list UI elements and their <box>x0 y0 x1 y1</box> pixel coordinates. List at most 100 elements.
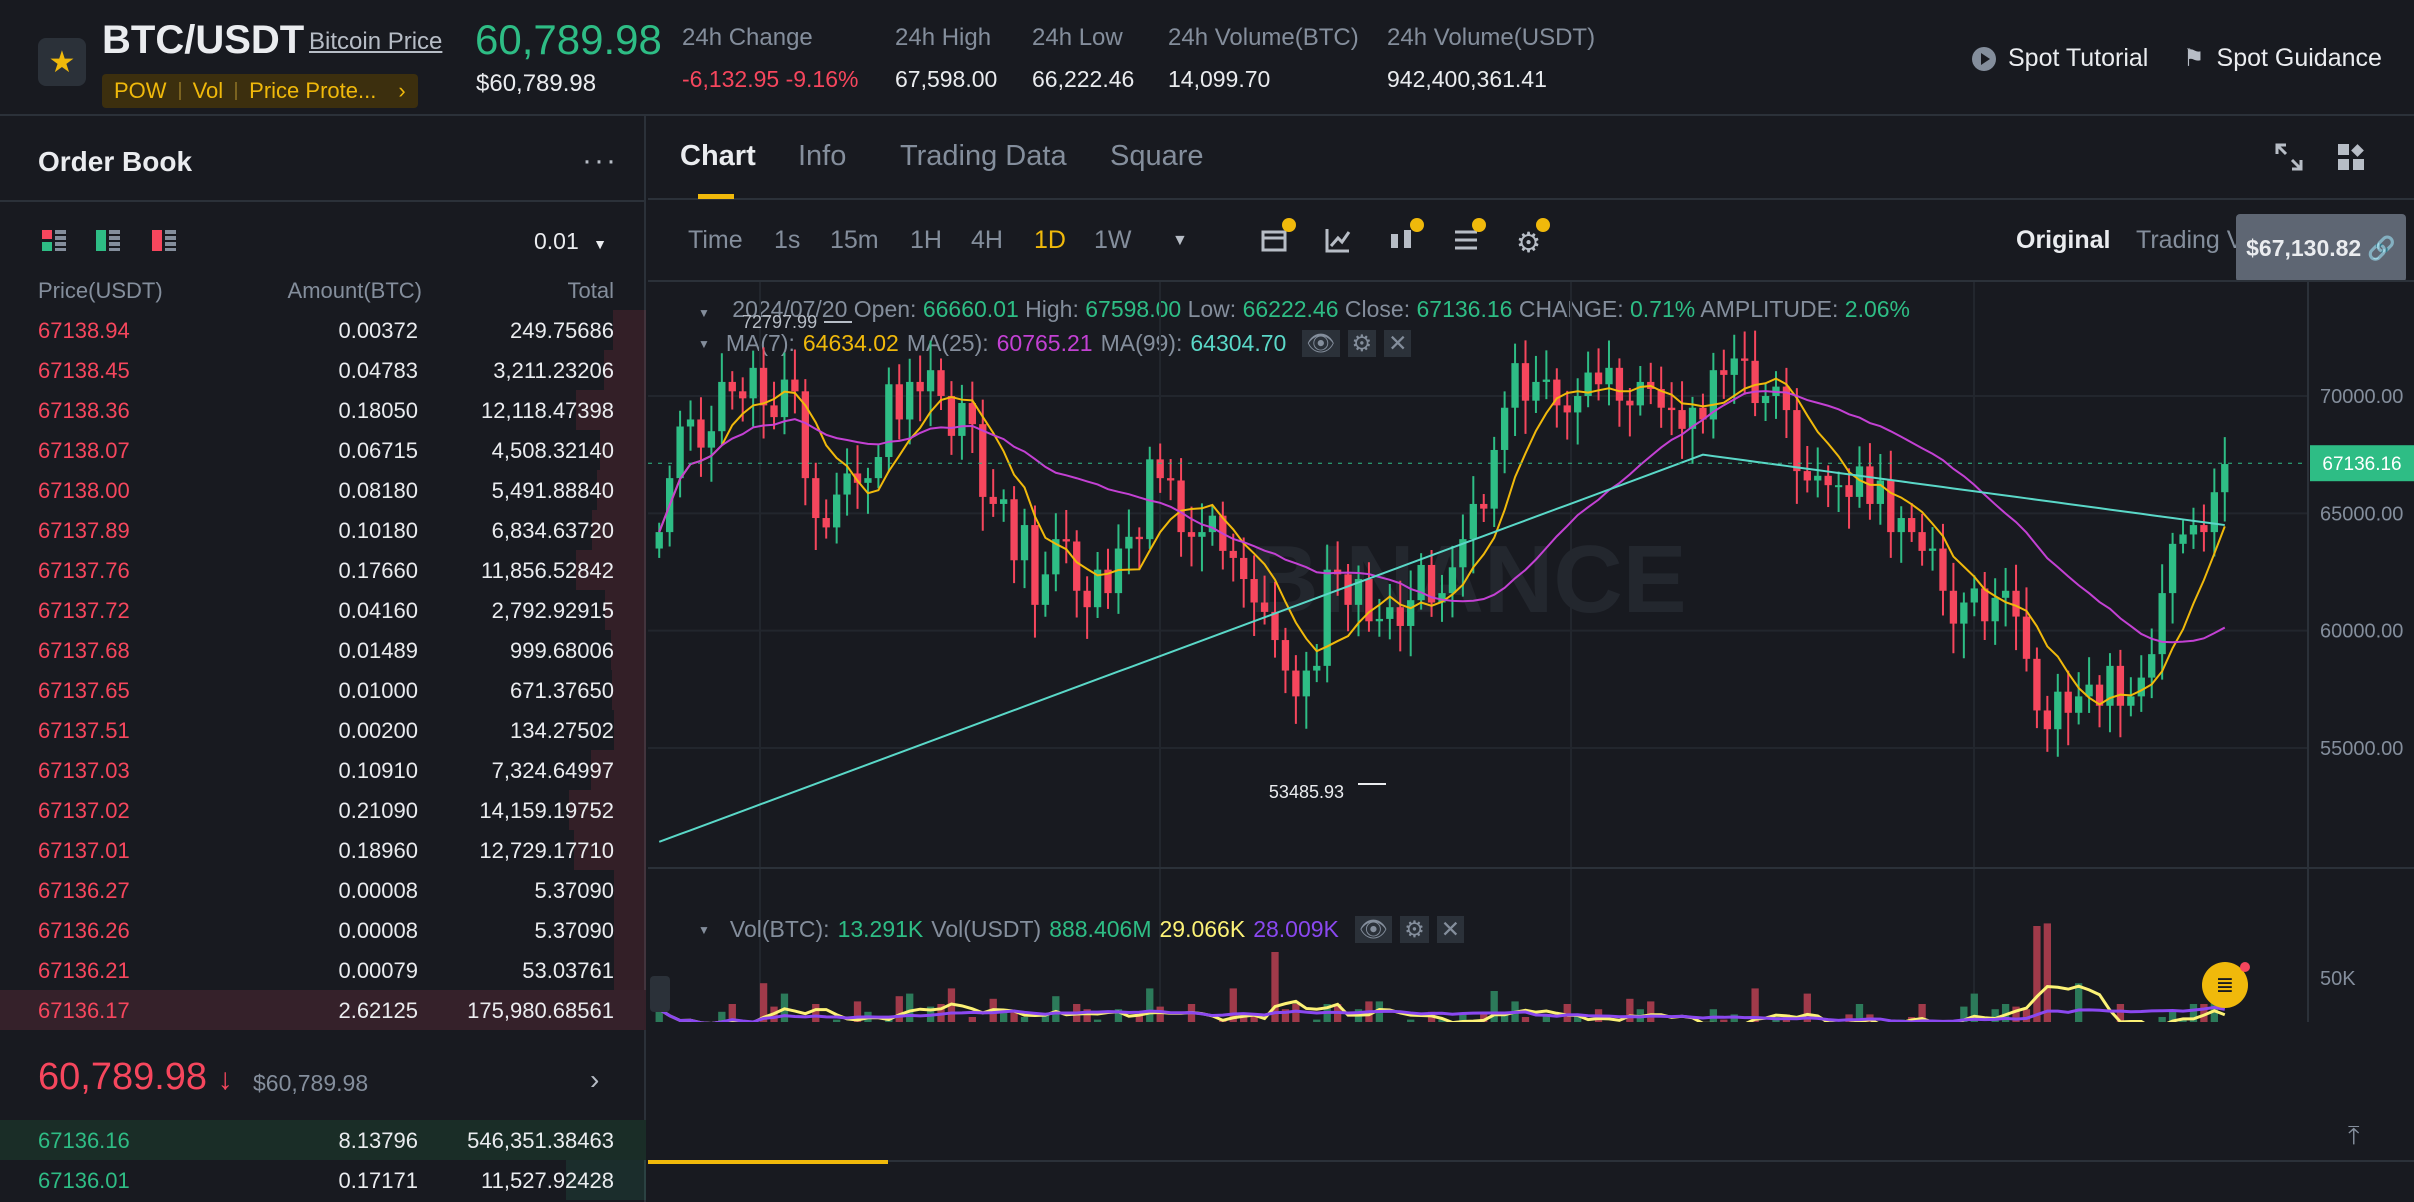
ask-row[interactable]: 67137.72 0.04160 2,792.92915 <box>38 590 646 630</box>
volume-bar <box>1146 988 1154 1022</box>
ask-row[interactable]: 67137.68 0.01489 999.68006 <box>38 630 646 670</box>
eye-icon[interactable]: 👁 <box>1302 330 1340 357</box>
candle-body <box>2085 684 2093 697</box>
tag-vol[interactable]: Vol <box>192 78 224 103</box>
candle-body <box>1939 548 1947 591</box>
interval-1w[interactable]: 1W <box>1094 226 1132 254</box>
ask-row[interactable]: 67136.26 0.00008 5.37090 <box>38 910 646 950</box>
collapse-caret-icon[interactable]: ▼ <box>698 336 710 351</box>
book-mode-bids-icon[interactable] <box>96 230 120 257</box>
candle-body <box>1730 358 1738 375</box>
gear-icon[interactable]: ⚙ <box>1400 916 1429 943</box>
tag-pow[interactable]: POW <box>114 78 167 103</box>
depth-bar <box>0 990 646 1030</box>
candle-body <box>1313 665 1321 671</box>
interval-time[interactable]: Time <box>688 226 743 254</box>
interval-4h[interactable]: 4H <box>971 226 1003 254</box>
spot-tutorial-link[interactable]: Spot Tutorial <box>1972 44 2148 73</box>
candle-body <box>1981 588 1989 622</box>
ask-amount: 0.18960 <box>338 838 418 863</box>
candle-body <box>1041 574 1050 605</box>
gear-icon[interactable]: ⚙ <box>1347 330 1377 357</box>
vol-ma2-value: 28.009K <box>1253 916 1339 942</box>
ask-row[interactable]: 67137.03 0.10910 7,324.64997 <box>38 750 646 790</box>
ask-amount: 0.01000 <box>338 678 418 703</box>
candle-body <box>1761 396 1770 404</box>
candle-body <box>937 370 945 396</box>
collapse-caret-icon[interactable]: ▼ <box>698 922 710 937</box>
favorite-star-button[interactable]: ★ <box>38 38 86 86</box>
pair-tags[interactable]: POW Vol Price Prote... › <box>102 74 418 108</box>
price-badge[interactable]: $67,130.82 🔗 <box>2236 214 2406 282</box>
high-marker-label: 72797.99 <box>742 312 817 332</box>
candlestick-chart[interactable]: 70000.00 65000.00 60000.00 55000.00 BINANCE 7… <box>648 282 2414 1022</box>
volume-bar <box>655 1009 663 1022</box>
close-label: Close: <box>1344 296 1411 322</box>
volume-bar <box>1052 996 1060 1022</box>
book-mode-both-icon[interactable] <box>42 230 66 257</box>
candle-body <box>1814 475 1822 481</box>
candle-body <box>728 381 736 392</box>
tab-square[interactable]: Square <box>1110 140 1204 172</box>
ask-row[interactable]: 67137.89 0.10180 6,834.63720 <box>38 510 646 550</box>
calendar-icon[interactable] <box>1260 226 1288 259</box>
bid-row[interactable]: 67136.16 8.13796 546,351.38463 <box>0 1120 646 1160</box>
precision-select[interactable]: 0.01 ▼ <box>534 228 607 255</box>
chevron-right-icon[interactable]: › <box>590 1064 600 1095</box>
candle-body <box>1166 478 1175 481</box>
interval-1h[interactable]: 1H <box>910 226 942 254</box>
view-trading-view[interactable]: Trading V <box>2136 226 2244 254</box>
close-icon[interactable]: ✕ <box>1436 916 1465 943</box>
ask-row[interactable]: 67138.45 0.04783 3,211.23206 <box>38 350 646 390</box>
depth-bar <box>613 870 646 910</box>
eye-icon[interactable]: 👁 <box>1354 916 1393 943</box>
candle-style-icon[interactable] <box>1388 226 1416 259</box>
candle-body <box>749 367 757 399</box>
view-original[interactable]: Original <box>2016 226 2111 254</box>
more-intervals-icon[interactable]: ▼ <box>1172 232 1188 249</box>
candle-body <box>958 403 966 436</box>
link-icon: 🔗 <box>2367 234 2396 261</box>
interval-15m[interactable]: 15m <box>830 226 879 254</box>
stat-label: 24h Volume(BTC) <box>1168 24 1359 51</box>
tab-chart[interactable]: Chart <box>680 140 756 172</box>
spot-guidance-link[interactable]: ⚑ Spot Guidance <box>2183 44 2382 73</box>
chart-settings-list-icon[interactable] <box>1452 226 1480 259</box>
ask-row[interactable]: 67136.27 0.00008 5.37090 <box>38 870 646 910</box>
more-options-button[interactable]: ··· <box>582 144 618 177</box>
tab-trading-data[interactable]: Trading Data <box>900 140 1067 172</box>
ask-row[interactable]: 67138.00 0.08180 5,491.88840 <box>38 470 646 510</box>
candle-body <box>655 532 663 549</box>
ask-price: 67136.26 <box>38 918 130 943</box>
interval-1s[interactable]: 1s <box>774 226 801 254</box>
notification-dot <box>1410 218 1424 232</box>
bitcoin-price-link[interactable]: Bitcoin Price <box>309 28 443 55</box>
gear-icon[interactable]: ⚙ <box>1516 227 1542 258</box>
tab-info[interactable]: Info <box>798 140 847 172</box>
ask-row[interactable]: 67137.76 0.17660 11,856.52842 <box>38 550 646 590</box>
layout-grid-icon[interactable] <box>2336 142 2366 177</box>
indicator-icon[interactable] <box>1324 226 1352 259</box>
ma7-line <box>658 377 2226 706</box>
bid-row[interactable]: 67136.01 0.17171 11,527.92428 <box>38 1160 646 1200</box>
chevron-right-icon[interactable]: › <box>398 78 406 103</box>
volume-bar <box>1970 993 1978 1022</box>
close-icon[interactable]: ✕ <box>1384 330 1412 357</box>
ask-row[interactable]: 67138.07 0.06715 4,508.32140 <box>38 430 646 470</box>
collapse-caret-icon[interactable]: ▼ <box>698 306 710 320</box>
tag-price-protection[interactable]: Price Prote... <box>249 78 377 103</box>
ask-row[interactable]: 67138.94 0.00372 249.75686 <box>38 310 646 350</box>
ma25-label: MA(25): <box>906 330 989 356</box>
fullscreen-icon[interactable] <box>2274 142 2304 177</box>
interval-1d[interactable]: 1D <box>1034 226 1066 254</box>
ask-row[interactable]: 67137.65 0.01000 671.37650 <box>38 670 646 710</box>
volume-bar <box>1751 988 1759 1022</box>
ask-row[interactable]: 67137.01 0.18960 12,729.17710 <box>38 830 646 870</box>
ask-row[interactable]: 67136.21 0.00079 53.03761 <box>38 950 646 990</box>
scale-toggle-icon[interactable]: ⤒ <box>2348 1120 2360 1150</box>
ask-row[interactable]: 67137.51 0.00200 134.27502 <box>38 710 646 750</box>
ask-row[interactable]: 67138.36 0.18050 12,118.47398 <box>38 390 646 430</box>
ask-row[interactable]: 67137.02 0.21090 14,159.19752 <box>38 790 646 830</box>
book-mode-asks-icon[interactable] <box>152 230 176 257</box>
ask-row[interactable]: 67136.17 2.62125 175,980.68561 <box>0 990 646 1030</box>
